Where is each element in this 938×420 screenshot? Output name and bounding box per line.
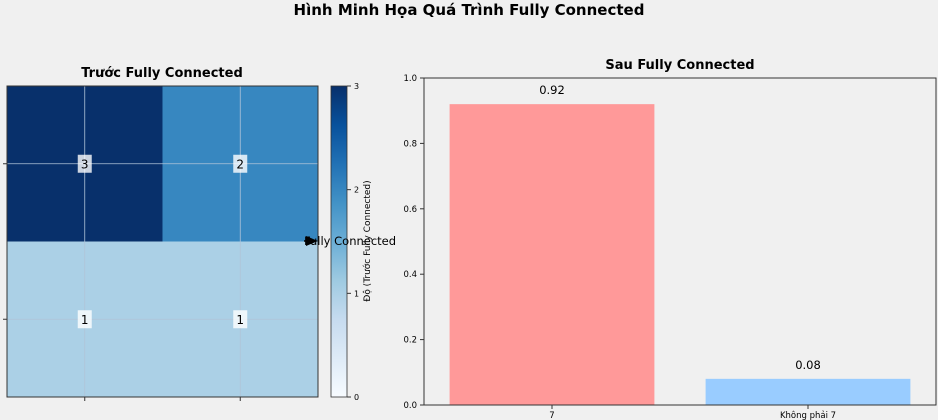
heatmap-value-box	[77, 154, 92, 173]
heatmap-panel: Trước Fully Connected 3 2 1 1	[3, 66, 319, 401]
bar	[449, 104, 655, 405]
bar-value-label: 0.08	[795, 358, 821, 372]
arrow-label: Fully Connected	[304, 234, 396, 248]
heatmap-title: Trước Fully Connected	[81, 66, 243, 81]
y-axis-tick-label: 0.2	[403, 336, 417, 346]
y-axis-tick-label: 1.0	[403, 74, 417, 84]
y-axis-tick-label: 0.4	[403, 270, 417, 280]
y-axis-tick-label: 0.6	[403, 205, 417, 215]
heatmap-value-box	[77, 310, 92, 329]
colorbar-tick-label: 3	[354, 82, 359, 91]
heatmap-y-ticks	[3, 163, 7, 320]
bar-value-label: 0.92	[539, 83, 565, 97]
colorbar: 0 1 2 3 Độ (Trước Fully Connected)	[330, 82, 373, 402]
bar-plot-frame	[423, 77, 937, 406]
heatmap-value-label: 1	[236, 313, 244, 327]
fully-connected-arrow: Fully Connected	[304, 234, 396, 248]
figure-title: Hình Minh Họa Quá Trình Fully Connected	[293, 1, 645, 19]
colorbar-tick-label: 2	[354, 186, 359, 195]
heatmap-value-box	[233, 154, 248, 173]
heatmap-value-label: 2	[236, 157, 244, 171]
heatmap-value-box	[233, 310, 248, 329]
colorbar-tick-label: 0	[354, 393, 359, 402]
colorbar-tick-label: 1	[354, 289, 359, 298]
bar-panel: Sau Fully Connected 0.0 0.2 0.4 0.6 0.8 1.0 0…	[403, 58, 937, 420]
colorbar-gradient	[330, 85, 348, 398]
heatmap-frame	[6, 85, 319, 398]
y-axis-tick-label: 0.0	[403, 401, 417, 411]
heatmap-value-label: 3	[81, 157, 89, 171]
heatmap-value-label: 1	[81, 313, 89, 327]
bar	[705, 378, 911, 405]
x-axis-tick-label: Không phải 7	[780, 410, 836, 420]
x-axis-tick-label: 7	[549, 411, 554, 420]
bar-chart-title: Sau Fully Connected	[605, 58, 754, 73]
arrow-head-icon	[306, 236, 318, 246]
heatmap-x-ticks	[84, 397, 241, 401]
y-axis-tick-label: 0.8	[403, 139, 417, 149]
colorbar-label: Độ (Trước Fully Connected)	[362, 180, 373, 301]
